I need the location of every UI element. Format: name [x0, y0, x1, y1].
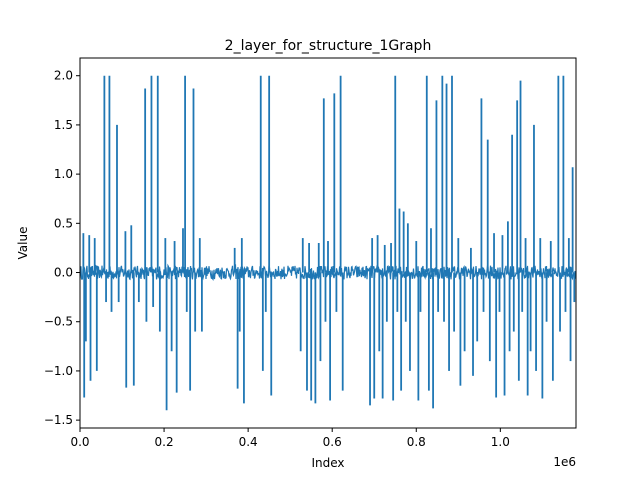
x-tick-label: 0.6 — [323, 435, 342, 449]
chart-title: 2_layer_for_structure_1Graph — [225, 38, 432, 54]
plot-frame — [79, 57, 577, 429]
x-tick-label: 0.4 — [239, 435, 258, 449]
y-tick-label: 1.0 — [54, 167, 73, 181]
x-tick-label: 1.0 — [491, 435, 510, 449]
y-tick-label: −0.5 — [44, 315, 73, 329]
y-axis-label: Value — [16, 227, 30, 260]
y-axis: −1.5 −1.0 −0.5 0.0 0.5 1.0 1.5 2.0 — [44, 69, 80, 427]
y-tick-label: 0.5 — [54, 216, 73, 230]
x-axis: 0.0 0.2 0.4 0.6 0.8 1.0 — [70, 428, 510, 449]
data-series — [80, 75, 576, 411]
y-tick-label: −1.0 — [44, 364, 73, 378]
x-tick-label: 0.0 — [70, 435, 89, 449]
series-line-noise — [80, 263, 576, 282]
y-tick-label: −1.5 — [44, 413, 73, 427]
y-tick-label: 2.0 — [54, 69, 73, 83]
x-axis-offset-label: 1e6 — [553, 455, 576, 469]
y-tick-label: 0.0 — [54, 266, 73, 280]
x-tick-label: 0.2 — [155, 435, 174, 449]
x-axis-label: Index — [311, 456, 344, 470]
y-tick-label: 1.5 — [54, 118, 73, 132]
x-tick-label: 0.8 — [407, 435, 426, 449]
